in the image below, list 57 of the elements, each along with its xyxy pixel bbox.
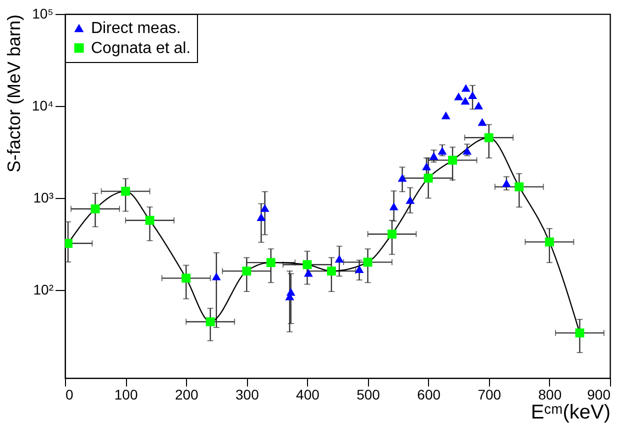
point xyxy=(304,269,313,277)
point xyxy=(260,204,270,212)
point xyxy=(389,202,398,210)
point xyxy=(462,146,472,155)
point xyxy=(544,237,554,246)
x-tick-label: 800 xyxy=(538,386,562,402)
point xyxy=(448,156,458,165)
point xyxy=(388,230,396,239)
point xyxy=(212,272,221,280)
point xyxy=(429,152,438,160)
point xyxy=(514,182,524,192)
point xyxy=(422,162,431,170)
x-tick-label: 600 xyxy=(417,386,441,402)
point xyxy=(266,258,276,268)
x-axis-title: Eᶜᵐ(keV) xyxy=(530,402,610,424)
point xyxy=(326,266,336,276)
point xyxy=(363,258,372,267)
point xyxy=(575,328,584,338)
point xyxy=(286,288,296,296)
point xyxy=(398,174,407,182)
point xyxy=(206,317,215,326)
point xyxy=(145,216,154,225)
y-axis-title: S-factor (MeV barn) xyxy=(4,14,24,173)
point xyxy=(454,92,464,100)
y-tick-label: 10³ xyxy=(33,189,54,206)
point xyxy=(121,186,130,196)
y-tick-label: 10² xyxy=(33,281,54,298)
legend-label: Cognata et al. xyxy=(91,40,191,57)
point xyxy=(478,118,487,126)
x-tick-label: 900 xyxy=(587,386,611,402)
point xyxy=(302,260,312,270)
legend-label: Direct meas. xyxy=(91,20,181,37)
point xyxy=(334,254,344,263)
x-tick-label: 0 xyxy=(66,386,74,402)
x-tick-label: 500 xyxy=(356,386,380,402)
x-tick-label: 200 xyxy=(174,386,199,402)
point xyxy=(502,179,511,187)
point xyxy=(256,213,266,221)
point xyxy=(468,91,478,100)
point xyxy=(354,265,364,274)
point xyxy=(406,196,415,204)
x-tick-label: 700 xyxy=(478,386,502,402)
point xyxy=(438,146,447,155)
point xyxy=(90,204,100,214)
point xyxy=(242,266,252,276)
point xyxy=(182,274,191,283)
y-tick-label: 10⁴ xyxy=(32,97,54,114)
x-tick-label: 300 xyxy=(235,386,260,402)
point xyxy=(441,112,450,120)
point xyxy=(474,102,484,110)
point xyxy=(460,96,470,105)
point xyxy=(424,174,433,183)
point xyxy=(484,133,494,142)
point xyxy=(461,84,470,92)
x-tick-label: 400 xyxy=(296,386,320,402)
x-tick-label: 100 xyxy=(114,386,138,402)
y-tick-label: 10⁵ xyxy=(32,6,54,22)
